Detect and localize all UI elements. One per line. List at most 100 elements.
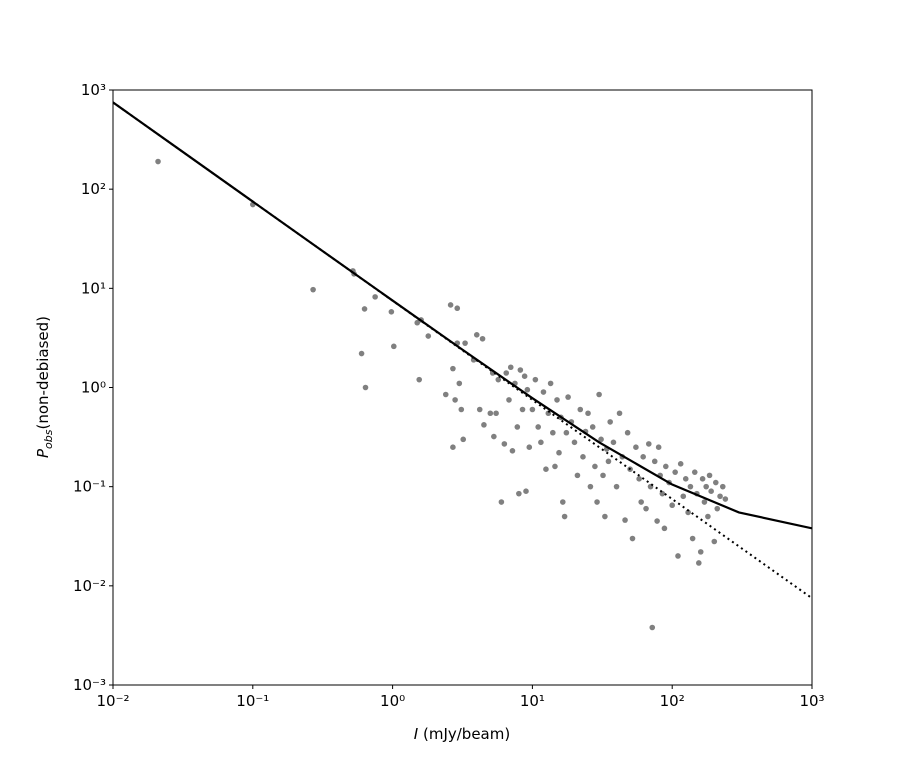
data-point [645,441,652,447]
data-point [372,294,378,300]
data-point [696,560,702,566]
data-point [155,158,161,165]
data-point [442,391,449,398]
data-point [563,429,570,436]
data-point [529,406,536,413]
data-point [414,319,421,326]
data-point [561,513,568,520]
data-point [547,380,554,387]
data-point [503,370,510,376]
y-tick-label: 10⁰ [81,379,106,397]
data-point [361,306,368,312]
data-point [560,499,566,505]
data-point [691,469,698,475]
data-point [538,439,544,446]
data-point [425,333,432,339]
x-tick-label: 10⁰ [380,692,405,710]
data-point [574,472,581,479]
data-point [712,479,719,486]
data-point [610,439,617,446]
y-tick-label: 10³ [81,81,106,99]
data-point [585,410,591,417]
data-point [514,424,521,430]
data-point [456,380,463,387]
data-point [685,509,691,516]
data-point [622,517,628,523]
data-point [669,502,675,509]
data-point [600,472,606,479]
data-point [362,384,369,391]
y-label-subscript: obs [42,429,55,449]
data-point [416,376,423,383]
data-point [495,376,502,383]
data-point [487,410,494,417]
data-point [633,444,639,451]
fit-line [113,101,812,530]
data-point [498,499,505,505]
data-point [516,490,522,497]
data-point [649,624,656,631]
axes-frame [112,89,813,686]
data-point [554,397,560,403]
x-tick-label: 10⁻² [96,692,129,710]
data-point [450,365,456,372]
data-point [506,397,512,403]
data-point [565,394,571,400]
data-point [624,429,631,436]
data-point [602,513,608,520]
data-point [532,376,539,383]
data-point [592,463,598,470]
data-point [535,424,541,430]
data-point [651,458,658,465]
data-point [717,493,723,500]
data-point [447,302,454,308]
data-point [638,499,644,505]
data-point [458,406,465,413]
data-point [509,447,516,454]
data-point [550,429,556,436]
y-label-text: (non-debiased) [34,316,52,430]
data-point [607,419,613,425]
data-point [598,436,604,443]
data-point [682,476,689,482]
data-point [654,518,660,524]
data-point [507,364,514,371]
data-point [476,406,483,413]
data-point [526,444,533,451]
data-point [493,410,499,417]
data-point [708,488,714,495]
data-point [491,433,497,440]
data-point [540,389,547,395]
data-point [460,436,467,443]
data-point [454,305,461,312]
data-point [552,463,558,470]
data-point [556,449,562,456]
data-point [524,386,531,393]
y-label-symbol: P [34,448,52,458]
x-tick-label: 10² [660,692,685,710]
y-tick-label: 10⁻³ [73,676,106,694]
data-point [661,525,668,532]
x-tick-label: 10⁻¹ [236,692,269,710]
data-point [640,454,646,460]
data-point [677,461,684,467]
data-point [643,505,649,512]
data-point [705,513,711,520]
data-point [711,538,718,545]
data-point [519,406,526,413]
data-point [655,444,662,451]
data-point [687,483,694,490]
data-point [719,483,726,490]
data-point [703,483,709,490]
x-axis-label: I (mJy/beam) [414,725,510,743]
data-point [580,454,586,460]
y-axis-label: Pobs(non-debiased) [34,316,55,458]
data-point [699,476,706,482]
data-point [501,441,508,447]
fit-line [113,101,812,600]
data-point [391,343,397,350]
data-point [577,406,584,413]
data-point [543,466,549,473]
x-tick-label: 10³ [799,692,824,710]
